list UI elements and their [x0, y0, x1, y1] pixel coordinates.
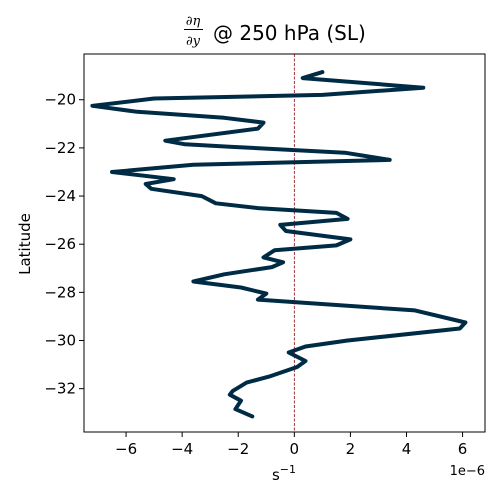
x-axis-ticks: −6 −4 −2 0 2 4 6 — [115, 432, 467, 458]
y-tick-label: −24 — [44, 187, 76, 205]
y-tick-label: −28 — [44, 283, 76, 301]
y-axis-ticks: −20 −22 −24 −26 −28 −30 −32 — [44, 91, 84, 398]
y-tick-label: −30 — [44, 332, 76, 350]
x-axis-label-exponent: −1 — [280, 463, 296, 476]
y-tick-label: −32 — [44, 380, 76, 398]
chart-title: ∂η ∂y @ 250 hPa (SL) — [184, 14, 366, 49]
title-text: @ 250 hPa (SL) — [213, 21, 366, 45]
x-tick-label: 0 — [290, 440, 300, 458]
y-tick-label: −26 — [44, 235, 76, 253]
x-tick-label: 4 — [402, 440, 412, 458]
x-tick-label: −2 — [227, 440, 249, 458]
series-line-0 — [92, 72, 465, 416]
y-axis-label: Latitude — [16, 213, 34, 275]
x-tick-label: −4 — [171, 440, 193, 458]
x-axis-offset-label: 1e−6 — [450, 464, 485, 479]
x-axis-label: s−1 — [272, 463, 296, 484]
x-tick-label: −6 — [115, 440, 137, 458]
series-layer — [92, 72, 465, 416]
title-denominator: ∂y — [186, 34, 201, 49]
x-tick-label: 2 — [346, 440, 356, 458]
x-axis-label-base: s — [272, 466, 280, 484]
x-tick-label: 6 — [458, 440, 468, 458]
title-numerator: ∂η — [186, 14, 201, 29]
y-tick-label: −20 — [44, 91, 76, 109]
y-tick-label: −22 — [44, 139, 76, 157]
